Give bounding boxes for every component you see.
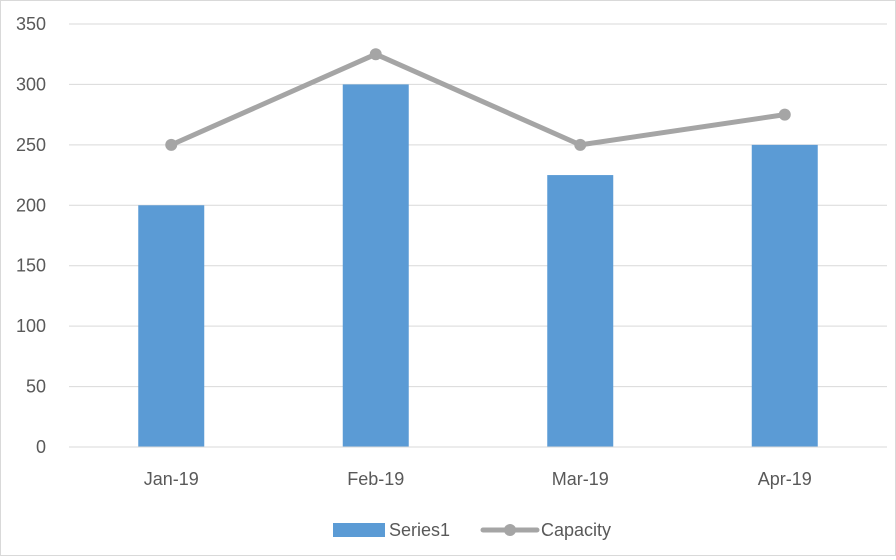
legend-label-capacity: Capacity [541,520,611,540]
bar [547,175,614,448]
y-tick-label: 200 [16,195,46,215]
x-tick-label: Mar-19 [552,469,609,489]
line-series [165,48,791,151]
x-axis-tick-labels: Jan-19 Feb-19 Mar-19 Apr-19 [144,469,812,489]
bar [751,144,818,447]
legend-label-series1: Series1 [389,520,450,540]
legend-marker-capacity [504,524,516,536]
x-tick-label: Jan-19 [144,469,199,489]
legend: Series1 Capacity [333,520,611,540]
y-tick-label: 150 [16,256,46,276]
gridlines [69,23,887,388]
line-point [165,138,178,151]
x-tick-label: Feb-19 [347,469,404,489]
line-point [369,48,382,61]
legend-swatch-series1 [333,523,385,537]
line-point [778,108,791,121]
bar [342,84,409,447]
y-tick-label: 300 [16,74,46,94]
y-tick-label: 100 [16,316,46,336]
y-tick-label: 0 [36,437,46,457]
line-point [574,138,587,151]
bar [138,205,205,447]
x-tick-label: Apr-19 [758,469,812,489]
series-line-capacity [168,51,788,148]
bar-series [138,84,818,448]
y-tick-label: 50 [26,377,46,397]
y-tick-label: 350 [16,14,46,34]
y-tick-label: 250 [16,135,46,155]
y-axis-tick-labels: 0 50 100 150 200 250 300 350 [16,14,46,457]
